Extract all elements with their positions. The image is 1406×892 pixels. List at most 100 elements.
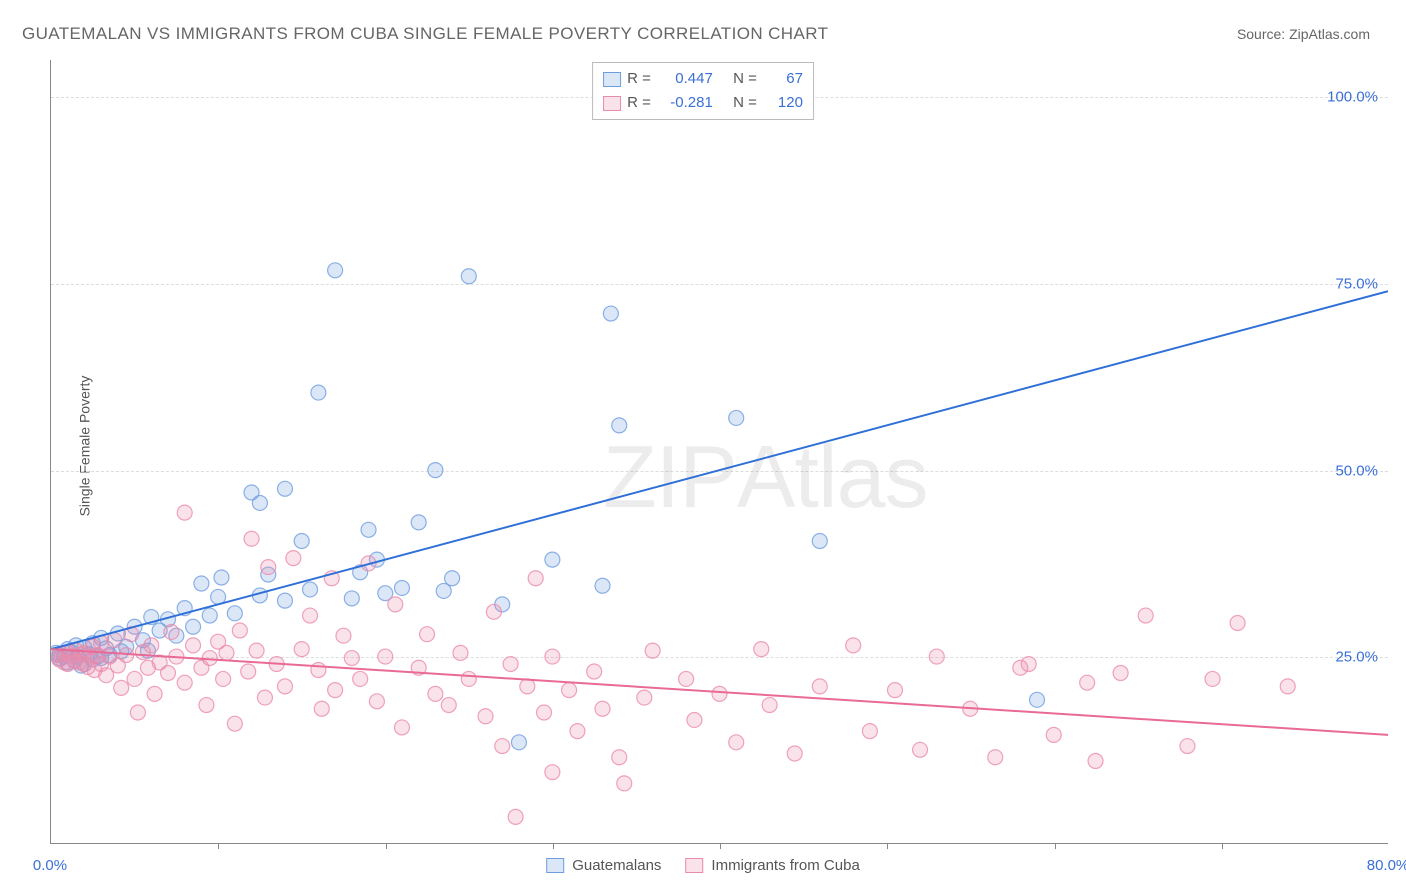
data-point (1205, 671, 1220, 686)
data-point (147, 686, 162, 701)
data-point (286, 551, 301, 566)
data-point (1030, 692, 1045, 707)
data-point (441, 698, 456, 713)
data-point (537, 705, 552, 720)
data-point (361, 522, 376, 537)
x-tick-label: 80.0% (1367, 857, 1406, 874)
data-point (453, 645, 468, 660)
x-tick (1055, 843, 1056, 849)
data-point (130, 705, 145, 720)
data-point (199, 698, 214, 713)
legend-n-label: N = (733, 67, 757, 91)
data-point (353, 671, 368, 686)
data-point (257, 690, 272, 705)
data-point (277, 593, 292, 608)
data-point (328, 263, 343, 278)
legend-r-label: R = (627, 67, 651, 91)
data-point (1180, 739, 1195, 754)
data-point (177, 675, 192, 690)
data-point (545, 649, 560, 664)
data-point (177, 505, 192, 520)
x-tick (386, 843, 387, 849)
legend-series-label: Immigrants from Cuba (711, 857, 859, 874)
data-point (194, 576, 209, 591)
data-point (617, 776, 632, 791)
legend-n-value: 67 (763, 67, 803, 91)
data-point (388, 597, 403, 612)
x-tick (218, 843, 219, 849)
source-attribution: Source: ZipAtlas.com (1237, 26, 1370, 42)
data-point (311, 663, 326, 678)
x-tick (553, 843, 554, 849)
data-point (227, 716, 242, 731)
data-point (232, 623, 247, 638)
correlation-legend: R =0.447 N =67R =-0.281 N =120 (592, 62, 814, 120)
data-point (186, 619, 201, 634)
data-point (202, 608, 217, 623)
data-point (729, 735, 744, 750)
data-point (294, 642, 309, 657)
legend-series-item: Guatemalans (546, 857, 661, 874)
data-point (369, 694, 384, 709)
data-point (508, 809, 523, 824)
data-point (812, 679, 827, 694)
data-point (294, 533, 309, 548)
data-point (241, 664, 256, 679)
data-point (486, 604, 501, 619)
data-point (545, 765, 560, 780)
data-point (603, 306, 618, 321)
data-point (612, 750, 627, 765)
data-point (913, 742, 928, 757)
data-point (277, 481, 292, 496)
data-point (595, 578, 610, 593)
legend-swatch (685, 858, 703, 873)
data-point (394, 580, 409, 595)
data-point (562, 683, 577, 698)
data-point (812, 533, 827, 548)
data-point (411, 515, 426, 530)
legend-n-label: N = (733, 91, 757, 115)
data-point (846, 638, 861, 653)
legend-r-value: 0.447 (657, 67, 713, 91)
data-point (328, 683, 343, 698)
data-point (637, 690, 652, 705)
x-tick (1222, 843, 1223, 849)
data-point (216, 671, 231, 686)
data-point (887, 683, 902, 698)
data-point (164, 624, 179, 639)
data-point (261, 560, 276, 575)
legend-n-value: 120 (763, 91, 803, 115)
data-point (219, 645, 234, 660)
data-point (420, 627, 435, 642)
data-point (1113, 665, 1128, 680)
regression-line (51, 649, 1388, 735)
data-point (394, 720, 409, 735)
legend-r-label: R = (627, 91, 651, 115)
chart-plot-area: ZIPAtlas (50, 60, 1388, 844)
data-point (252, 495, 267, 510)
data-point (227, 606, 242, 621)
data-point (1230, 616, 1245, 631)
data-point (754, 642, 769, 657)
chart-title: GUATEMALAN VS IMMIGRANTS FROM CUBA SINGL… (22, 24, 828, 44)
data-point (445, 571, 460, 586)
legend-swatch (603, 96, 621, 111)
data-point (249, 643, 264, 658)
legend-swatch (546, 858, 564, 873)
data-point (303, 608, 318, 623)
data-point (587, 664, 602, 679)
x-tick (887, 843, 888, 849)
data-point (1138, 608, 1153, 623)
data-point (277, 679, 292, 694)
data-point (1021, 657, 1036, 672)
data-point (595, 701, 610, 716)
data-point (645, 643, 660, 658)
data-point (107, 633, 122, 648)
data-point (729, 410, 744, 425)
data-point (244, 531, 259, 546)
data-point (303, 582, 318, 597)
legend-series-label: Guatemalans (572, 857, 661, 874)
data-point (144, 638, 159, 653)
regression-line (51, 291, 1388, 649)
data-point (186, 638, 201, 653)
